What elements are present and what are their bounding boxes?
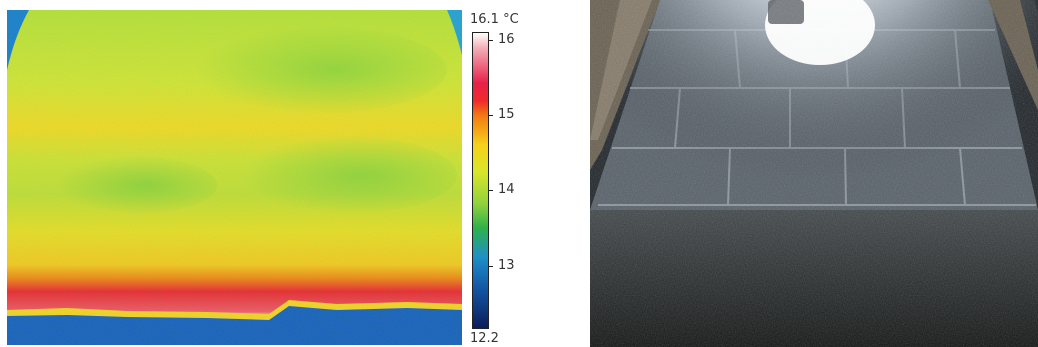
scale-tick-label: 16 xyxy=(498,32,515,47)
scale-tick xyxy=(488,40,493,41)
scale-tick-label: 14 xyxy=(498,182,515,197)
scale-tick xyxy=(488,115,493,116)
scale-max-label: 16.1 °C xyxy=(470,12,519,27)
scale-min-label: 12.2 xyxy=(470,331,499,346)
temperature-color-scale xyxy=(472,32,489,329)
scale-tick-label: 13 xyxy=(498,258,515,273)
scale-tick-label: 15 xyxy=(498,107,515,122)
scale-tick xyxy=(488,266,493,267)
scale-tick xyxy=(488,190,493,191)
photo-graphic xyxy=(590,0,1038,347)
thermal-image xyxy=(7,10,462,345)
thermal-image-graphic xyxy=(7,10,462,345)
visible-light-photo xyxy=(590,0,1038,347)
